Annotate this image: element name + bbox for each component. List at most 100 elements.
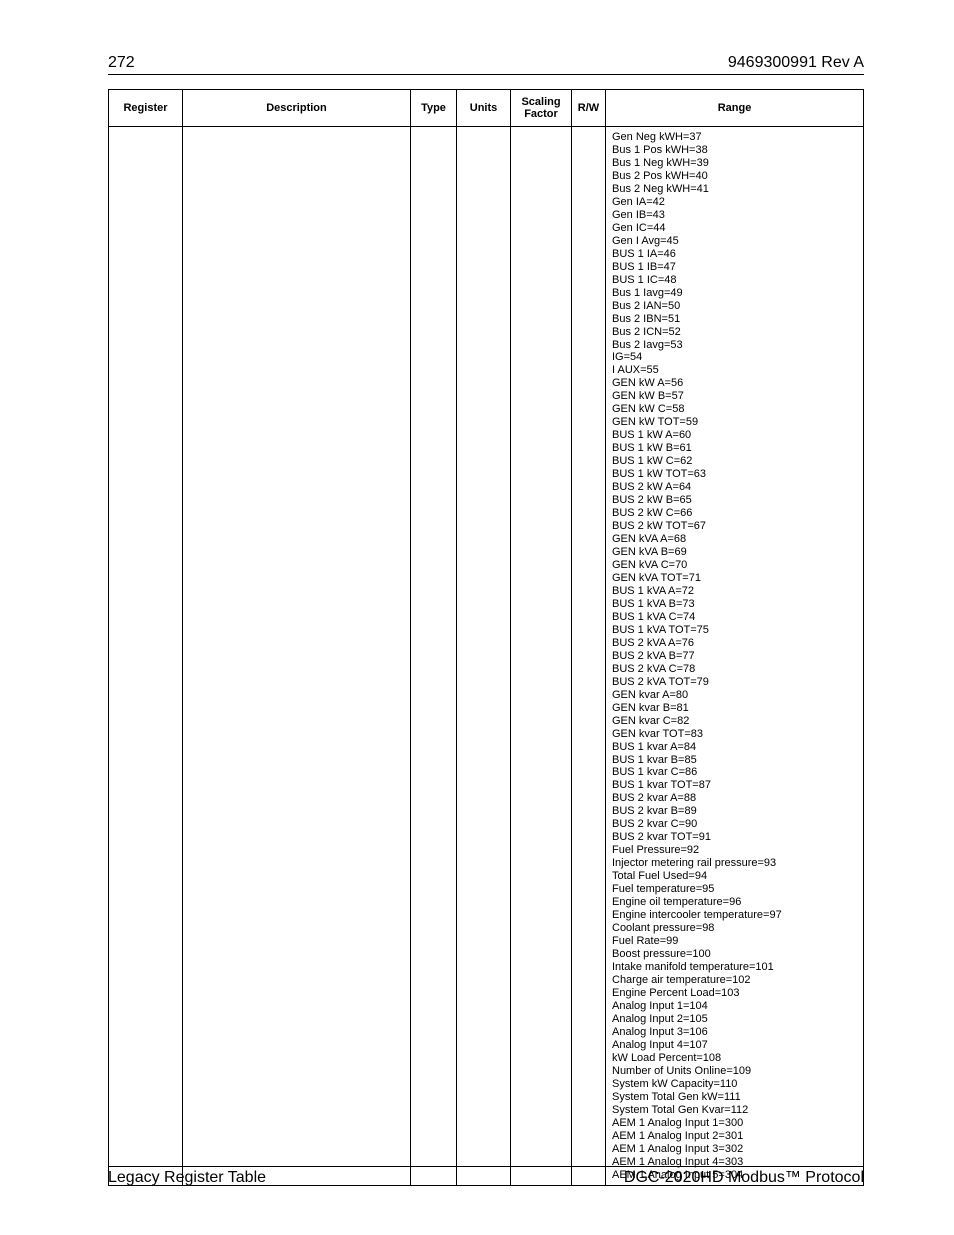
range-line: GEN kW C=58 (612, 403, 857, 416)
range-line: Intake manifold temperature=101 (612, 961, 857, 974)
doc-id: 9469300991 Rev A (728, 54, 864, 72)
cell-rw (572, 127, 606, 1186)
range-line: Gen Neg kWH=37 (612, 131, 857, 144)
col-header-scaling-factor: Scaling Factor (511, 90, 572, 127)
range-line: BUS 2 kW C=66 (612, 507, 857, 520)
range-line: GEN kVA TOT=71 (612, 572, 857, 585)
range-line: Bus 1 Iavg=49 (612, 287, 857, 300)
range-line: Coolant pressure=98 (612, 922, 857, 935)
range-line: GEN kW TOT=59 (612, 416, 857, 429)
range-line: BUS 2 kW B=65 (612, 494, 857, 507)
cell-scaling-factor (511, 127, 572, 1186)
range-line: GEN kW A=56 (612, 377, 857, 390)
range-line: System kW Capacity=110 (612, 1078, 857, 1091)
range-line: BUS 2 kW A=64 (612, 481, 857, 494)
range-line: BUS 2 kVA TOT=79 (612, 676, 857, 689)
range-line: Number of Units Online=109 (612, 1065, 857, 1078)
range-line: Engine Percent Load=103 (612, 987, 857, 1000)
range-line: Bus 2 Neg kWH=41 (612, 183, 857, 196)
col-header-units: Units (457, 90, 511, 127)
range-line: GEN kVA C=70 (612, 559, 857, 572)
range-line: GEN kvar A=80 (612, 689, 857, 702)
footer-rule (108, 1166, 864, 1167)
range-line: BUS 2 kVA A=76 (612, 637, 857, 650)
range-line: Bus 2 ICN=52 (612, 326, 857, 339)
range-line: Bus 2 IBN=51 (612, 313, 857, 326)
page-header: 272 9469300991 Rev A (108, 54, 864, 74)
range-line: Bus 2 Pos kWH=40 (612, 170, 857, 183)
range-line: AEM 1 Analog Input 2=301 (612, 1130, 857, 1143)
table-header-row: Register Description Type Units Scaling … (109, 90, 864, 127)
footer-left: Legacy Register Table (108, 1169, 266, 1187)
range-line: System Total Gen Kvar=112 (612, 1104, 857, 1117)
range-line: BUS 1 kvar C=86 (612, 766, 857, 779)
range-line: BUS 1 kVA A=72 (612, 585, 857, 598)
range-line: BUS 2 kvar A=88 (612, 792, 857, 805)
range-line: Bus 1 Pos kWH=38 (612, 144, 857, 157)
range-line: BUS 1 kW A=60 (612, 429, 857, 442)
range-line: Gen IC=44 (612, 222, 857, 235)
range-line: BUS 2 kvar C=90 (612, 818, 857, 831)
range-line: BUS 1 kvar A=84 (612, 741, 857, 754)
range-line: GEN kvar C=82 (612, 715, 857, 728)
cell-units (457, 127, 511, 1186)
range-line: Engine oil temperature=96 (612, 896, 857, 909)
range-line: Gen IB=43 (612, 209, 857, 222)
range-line: GEN kVA A=68 (612, 533, 857, 546)
range-line: Analog Input 3=106 (612, 1026, 857, 1039)
range-line: AEM 1 Analog Input 1=300 (612, 1117, 857, 1130)
range-line: BUS 2 kW TOT=67 (612, 520, 857, 533)
cell-range: Gen Neg kWH=37Bus 1 Pos kWH=38Bus 1 Neg … (606, 127, 864, 1186)
header-rule (108, 74, 864, 75)
range-line: Engine intercooler temperature=97 (612, 909, 857, 922)
range-line: GEN kvar B=81 (612, 702, 857, 715)
col-header-description: Description (183, 90, 411, 127)
range-line: Bus 1 Neg kWH=39 (612, 157, 857, 170)
range-line: Injector metering rail pressure=93 (612, 857, 857, 870)
range-line: Gen I Avg=45 (612, 235, 857, 248)
cell-type (411, 127, 457, 1186)
range-line: BUS 1 IC=48 (612, 274, 857, 287)
footer-right: DGC-2020HD Modbus™ Protocol (624, 1169, 864, 1187)
document-page: 272 9469300991 Rev A Register Descriptio… (0, 0, 954, 1186)
range-line: IG=54 (612, 351, 857, 364)
range-line: BUS 1 kVA TOT=75 (612, 624, 857, 637)
range-line: I AUX=55 (612, 364, 857, 377)
range-line: BUS 1 kvar TOT=87 (612, 779, 857, 792)
range-line: kW Load Percent=108 (612, 1052, 857, 1065)
page-number: 272 (108, 54, 135, 72)
range-line: BUS 1 IB=47 (612, 261, 857, 274)
range-line: BUS 1 kW B=61 (612, 442, 857, 455)
col-header-type: Type (411, 90, 457, 127)
range-line: Bus 2 Iavg=53 (612, 339, 857, 352)
cell-register (109, 127, 183, 1186)
col-header-range: Range (606, 90, 864, 127)
range-line: BUS 2 kvar B=89 (612, 805, 857, 818)
range-line: Analog Input 2=105 (612, 1013, 857, 1026)
range-line: Gen IA=42 (612, 196, 857, 209)
range-line: BUS 1 IA=46 (612, 248, 857, 261)
col-header-register: Register (109, 90, 183, 127)
range-line: BUS 1 kW C=62 (612, 455, 857, 468)
range-line: GEN kW B=57 (612, 390, 857, 403)
range-line: BUS 2 kvar TOT=91 (612, 831, 857, 844)
range-line: BUS 1 kW TOT=63 (612, 468, 857, 481)
range-line: Fuel temperature=95 (612, 883, 857, 896)
range-line: Fuel Pressure=92 (612, 844, 857, 857)
range-line: System Total Gen kW=111 (612, 1091, 857, 1104)
range-line: AEM 1 Analog Input 3=302 (612, 1143, 857, 1156)
register-table: Register Description Type Units Scaling … (108, 89, 864, 1186)
range-line: Boost pressure=100 (612, 948, 857, 961)
range-line: BUS 1 kvar B=85 (612, 754, 857, 767)
range-line: Analog Input 1=104 (612, 1000, 857, 1013)
range-line: BUS 1 kVA B=73 (612, 598, 857, 611)
range-line: BUS 2 kVA B=77 (612, 650, 857, 663)
range-line: GEN kVA B=69 (612, 546, 857, 559)
cell-description (183, 127, 411, 1186)
range-line: GEN kvar TOT=83 (612, 728, 857, 741)
page-footer: Legacy Register Table DGC-2020HD Modbus™… (108, 1166, 864, 1187)
footer-line: Legacy Register Table DGC-2020HD Modbus™… (108, 1169, 864, 1187)
col-header-rw: R/W (572, 90, 606, 127)
range-line: Charge air temperature=102 (612, 974, 857, 987)
range-line: Bus 2 IAN=50 (612, 300, 857, 313)
